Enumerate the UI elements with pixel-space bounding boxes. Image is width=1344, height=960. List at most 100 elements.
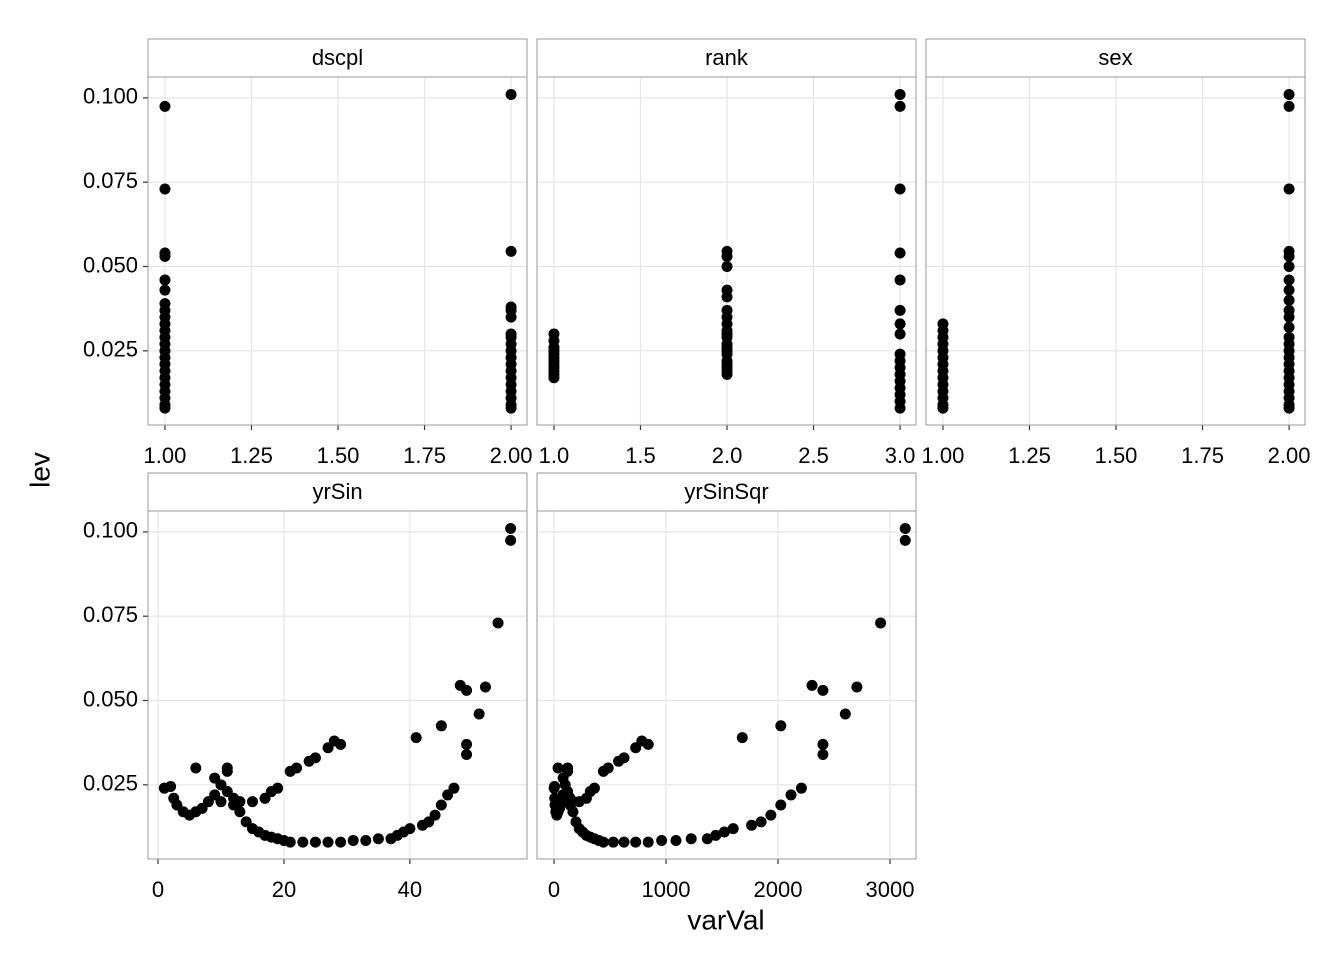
panel-border [147, 510, 528, 860]
x-tick-label: 3.0 [885, 443, 916, 468]
x-tick-label: 2000 [754, 877, 803, 902]
point [347, 834, 359, 846]
point [246, 796, 258, 808]
point [839, 708, 851, 720]
x-tick-label: 1.50 [1095, 443, 1138, 468]
y-tick-label: 0.050 [83, 252, 138, 277]
x-tick-label: 1.50 [317, 443, 360, 468]
panel-border [536, 510, 917, 860]
point [701, 833, 713, 845]
point [505, 245, 517, 257]
strip-label: sex [1098, 45, 1132, 70]
point [642, 738, 654, 750]
point [721, 368, 733, 380]
point [309, 836, 321, 848]
point [851, 681, 863, 693]
point [894, 328, 906, 340]
x-tick-label: 2.0 [712, 443, 743, 468]
strip-label: dscpl [312, 45, 363, 70]
point [806, 679, 818, 691]
point [618, 752, 630, 764]
point [817, 748, 829, 760]
point [817, 684, 829, 696]
point [894, 183, 906, 195]
point [284, 836, 296, 848]
x-tick-label: 1.25 [1008, 443, 1051, 468]
point [727, 823, 739, 835]
point [505, 89, 517, 101]
x-tick-label: 3000 [866, 877, 915, 902]
point [404, 823, 416, 835]
point [1283, 274, 1295, 286]
strip [536, 38, 917, 78]
x-axis-label: varVal [687, 904, 764, 935]
point [234, 806, 246, 818]
panel-border [536, 76, 917, 426]
strip [925, 38, 1306, 78]
point [1283, 100, 1295, 112]
point [159, 274, 171, 286]
panel-border [147, 76, 528, 426]
point [736, 732, 748, 744]
point [755, 816, 767, 828]
y-axis-label: lev [24, 452, 55, 488]
point [322, 836, 334, 848]
strip-label: rank [705, 45, 749, 70]
point [785, 789, 797, 801]
point [215, 796, 227, 808]
point [685, 833, 697, 845]
point [795, 782, 807, 794]
point [618, 836, 630, 848]
point [461, 684, 473, 696]
y-tick-label: 0.025 [83, 771, 138, 796]
point [435, 720, 447, 732]
point [505, 402, 517, 414]
point [548, 781, 560, 792]
x-tick-label: 1.0 [539, 443, 570, 468]
point [159, 284, 171, 296]
point [710, 829, 722, 841]
x-tick-label: 20 [272, 877, 296, 902]
strip [147, 38, 528, 78]
point [159, 183, 171, 195]
point [670, 834, 682, 846]
point [602, 762, 614, 774]
x-tick-label: 1.00 [144, 443, 187, 468]
point [721, 261, 733, 273]
y-tick-label: 0.075 [83, 168, 138, 193]
strip [536, 472, 917, 512]
panel-border [925, 76, 1306, 426]
x-tick-label: 2.00 [1268, 443, 1311, 468]
point [505, 311, 517, 323]
x-tick-label: 40 [398, 877, 422, 902]
point [435, 799, 447, 811]
point [548, 372, 560, 384]
point [894, 304, 906, 316]
point [894, 402, 906, 414]
point [817, 738, 829, 750]
point [552, 762, 564, 774]
point [899, 534, 911, 546]
strip-label: yrSin [312, 479, 362, 504]
point [894, 100, 906, 112]
x-tick-label: 1000 [642, 877, 691, 902]
point [1283, 321, 1295, 333]
x-tick-label: 1.75 [1181, 443, 1224, 468]
point [159, 100, 171, 112]
point [291, 762, 303, 774]
x-tick-label: 1.00 [922, 443, 965, 468]
point [899, 523, 911, 535]
point [473, 708, 485, 720]
point [1283, 183, 1295, 195]
point [505, 534, 517, 546]
point [297, 836, 309, 848]
point [1283, 311, 1295, 323]
y-tick-label: 0.075 [83, 602, 138, 627]
x-tick-label: 1.25 [230, 443, 273, 468]
y-tick-label: 0.050 [83, 686, 138, 711]
point [1283, 284, 1295, 296]
point [597, 836, 609, 848]
x-tick-label: 2.5 [798, 443, 829, 468]
point [894, 318, 906, 330]
